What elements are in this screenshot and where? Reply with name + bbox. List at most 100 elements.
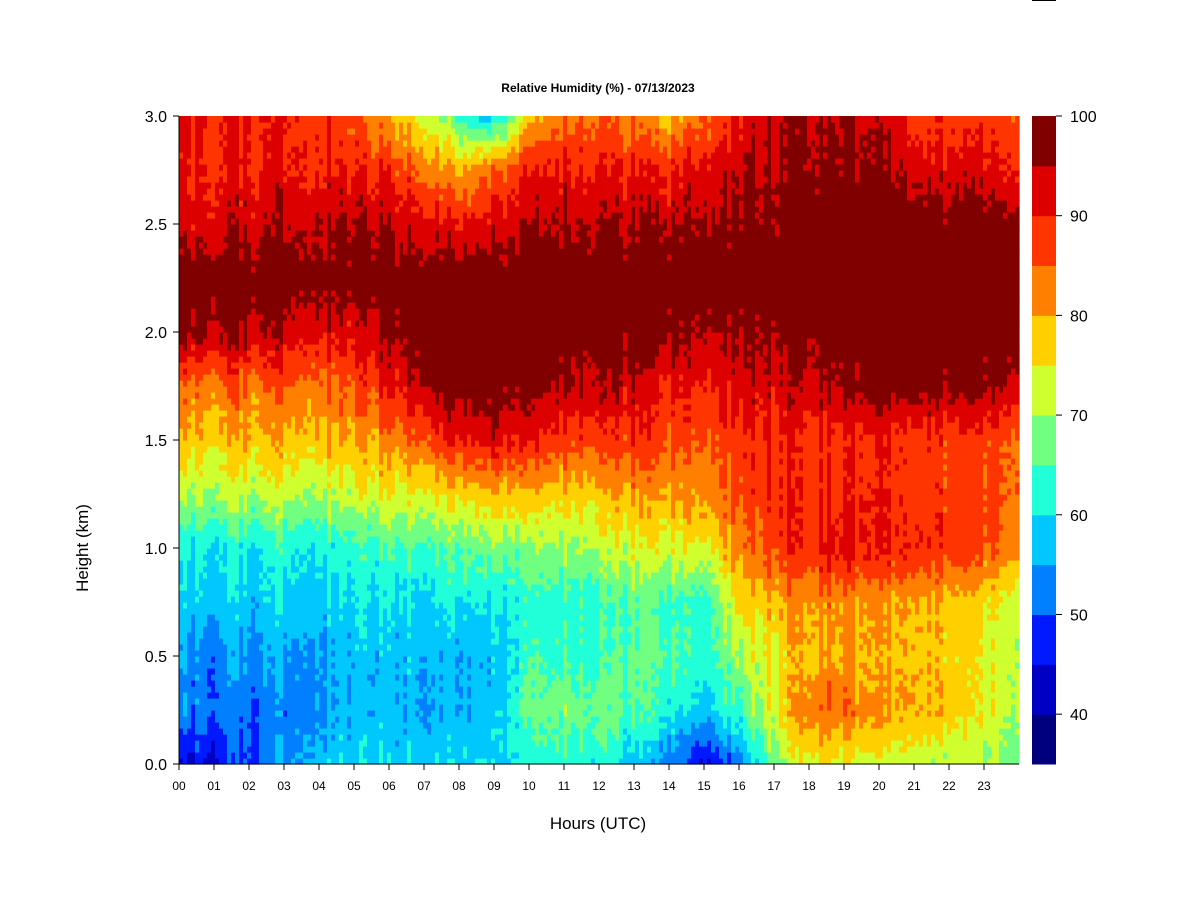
heatmap-cell (359, 170, 364, 177)
heatmap-cell (315, 170, 320, 177)
heatmap-cell (295, 692, 300, 699)
heatmap-cell (215, 524, 220, 531)
heatmap-cell (311, 200, 316, 207)
heatmap-cell (247, 314, 252, 321)
heatmap-cell (191, 386, 196, 393)
heatmap-cell (359, 470, 364, 477)
heatmap-cell (283, 224, 288, 231)
heatmap-cell (331, 566, 336, 573)
heatmap-cell (183, 548, 188, 555)
heatmap-cell (319, 116, 324, 123)
heatmap-cell (203, 392, 208, 399)
heatmap-cell (251, 548, 256, 555)
heatmap-cell (211, 632, 216, 639)
heatmap-cell (243, 320, 248, 327)
heatmap-cell (287, 740, 292, 747)
heatmap-cell (279, 428, 284, 435)
heatmap-cell (327, 482, 332, 489)
heatmap-cell (211, 548, 216, 555)
heatmap-cell (331, 596, 336, 603)
heatmap-cell (231, 194, 236, 201)
heatmap-cell (187, 758, 192, 765)
heatmap-cell (187, 344, 192, 351)
heatmap-cell (223, 242, 228, 249)
heatmap-cell (183, 680, 188, 687)
heatmap-cell (219, 392, 224, 399)
heatmap-cell (231, 350, 236, 357)
heatmap-cell (247, 632, 252, 639)
heatmap-cell (203, 404, 208, 411)
heatmap-cell (283, 728, 288, 735)
heatmap-cell (323, 350, 328, 357)
heatmap-cell (295, 536, 300, 543)
heatmap-cell (183, 392, 188, 399)
heatmap-cell (179, 626, 184, 633)
heatmap-cell (323, 200, 328, 207)
heatmap-cell (179, 128, 184, 135)
heatmap-cell (231, 758, 236, 765)
heatmap-cell (227, 152, 232, 159)
heatmap-cell (303, 344, 308, 351)
heatmap-cell (183, 500, 188, 507)
heatmap-cell (275, 482, 280, 489)
heatmap-cell (355, 296, 360, 303)
heatmap-cell (227, 464, 232, 471)
heatmap-cell (251, 476, 256, 483)
heatmap-cell (271, 680, 276, 687)
heatmap-cell (275, 164, 280, 171)
heatmap-cell (275, 290, 280, 297)
heatmap-cell (215, 266, 220, 273)
heatmap-cell (315, 596, 320, 603)
heatmap-cell (283, 416, 288, 423)
heatmap-cell (191, 740, 196, 747)
heatmap-cell (247, 722, 252, 729)
heatmap-cell (271, 728, 276, 735)
heatmap-cell (319, 758, 324, 765)
heatmap-cell (335, 656, 340, 663)
heatmap-cell (295, 434, 300, 441)
heatmap-cell (263, 296, 268, 303)
heatmap-cell (295, 206, 300, 213)
heatmap-cell (327, 560, 332, 567)
heatmap-cell (299, 206, 304, 213)
heatmap-cell (339, 230, 344, 237)
heatmap-cell (203, 662, 208, 669)
heatmap-cell (263, 230, 268, 237)
heatmap-cell (311, 434, 316, 441)
heatmap-cell (271, 704, 276, 711)
heatmap-cell (191, 326, 196, 333)
heatmap-cell (311, 614, 316, 621)
heatmap-cell (331, 470, 336, 477)
heatmap-cell (235, 326, 240, 333)
heatmap-cell (263, 500, 268, 507)
heatmap-cell (271, 218, 276, 225)
heatmap-cell (331, 116, 336, 123)
heatmap-cell (179, 740, 184, 747)
heatmap-cell (327, 752, 332, 759)
heatmap-cell (335, 338, 340, 345)
heatmap-cell (207, 398, 212, 405)
heatmap-cell (235, 710, 240, 717)
heatmap-cell (315, 188, 320, 195)
heatmap-cell (275, 188, 280, 195)
heatmap-cell (195, 620, 200, 627)
heatmap-cell (283, 596, 288, 603)
heatmap-cell (331, 428, 336, 435)
heatmap-cell (215, 116, 220, 123)
heatmap-cell (267, 686, 272, 693)
heatmap-cell (191, 512, 196, 519)
heatmap-cell (339, 614, 344, 621)
heatmap-cell (199, 230, 204, 237)
heatmap-cell (187, 326, 192, 333)
heatmap-cell (295, 512, 300, 519)
heatmap-cell (219, 554, 224, 561)
heatmap-cell (275, 200, 280, 207)
heatmap-cell (259, 140, 264, 147)
heatmap-cell (339, 122, 344, 129)
heatmap-cell (211, 692, 216, 699)
heatmap-cell (203, 242, 208, 249)
heatmap-cell (319, 122, 324, 129)
heatmap-cell (327, 326, 332, 333)
heatmap-cell (315, 164, 320, 171)
heatmap-cell (275, 272, 280, 279)
